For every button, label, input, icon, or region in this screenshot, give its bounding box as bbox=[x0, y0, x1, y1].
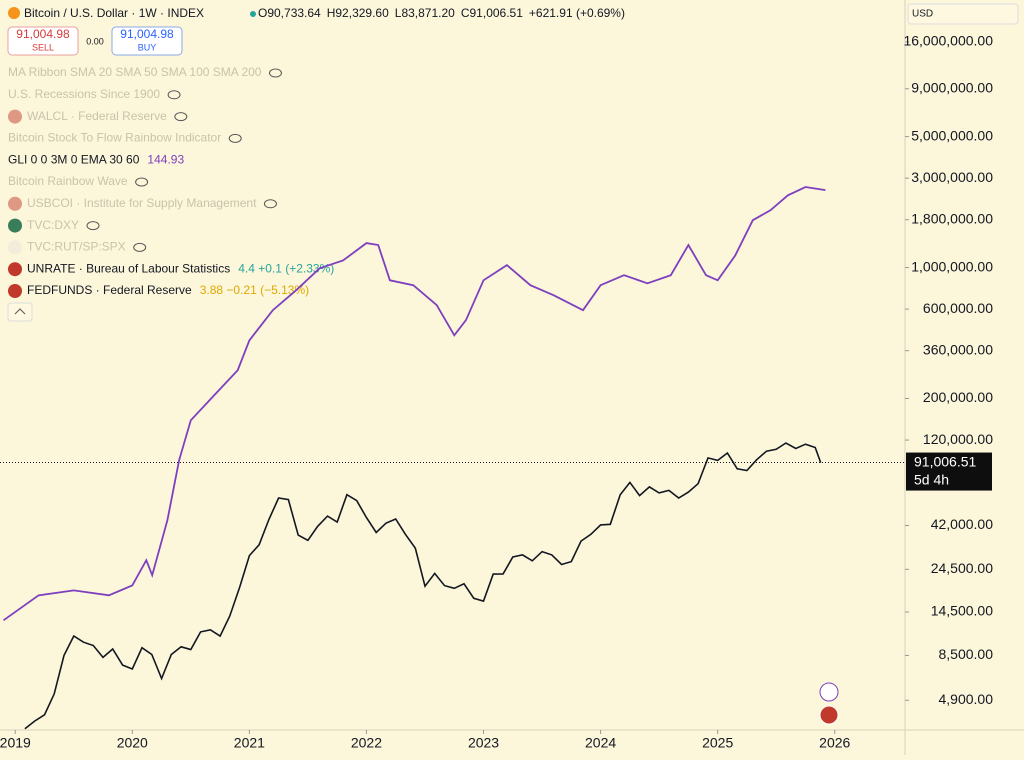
indicator-name[interactable]: GLI 0 0 3M 0 EMA 30 60 bbox=[8, 152, 140, 166]
indicator-icon bbox=[8, 262, 22, 277]
currency-box[interactable] bbox=[907, 3, 1019, 25]
symbol-title: Bitcoin / U.S. Dollar · 1W · INDEX bbox=[24, 6, 204, 20]
y-tick-label: 8,500.00 bbox=[939, 646, 994, 662]
currency: USD bbox=[912, 9, 933, 20]
y-tick-label: 5,000,000.00 bbox=[911, 127, 993, 143]
y-tick-label: 4,900.00 bbox=[939, 691, 994, 707]
indicator-name[interactable]: USBCOI · Institute for Supply Management bbox=[27, 196, 257, 210]
indicator-icon bbox=[8, 218, 22, 233]
y-tick-label: 360,000.00 bbox=[923, 341, 993, 357]
buy-label: BUY bbox=[138, 42, 157, 52]
visibility-icon[interactable] bbox=[174, 112, 188, 122]
y-tick-label: 3,000,000.00 bbox=[911, 169, 993, 185]
collapse-icon bbox=[14, 308, 26, 315]
y-tick-label: 16,000,000.00 bbox=[903, 33, 993, 49]
status-dot bbox=[250, 11, 256, 17]
spread: 0.00 bbox=[86, 36, 104, 46]
indicator-icon bbox=[8, 240, 22, 255]
indicator-name[interactable]: UNRATE · Bureau of Labour Statistics bbox=[27, 261, 230, 275]
x-tick-label: 2019 bbox=[0, 735, 31, 751]
x-tick-label: 2024 bbox=[585, 735, 616, 751]
visibility-icon[interactable] bbox=[133, 242, 147, 252]
last-price-box bbox=[906, 452, 992, 491]
x-tick-label: 2021 bbox=[234, 735, 265, 751]
indicator-icon bbox=[8, 196, 22, 211]
flag-icon[interactable] bbox=[819, 705, 839, 725]
x-tick-label: 2026 bbox=[819, 735, 850, 751]
countdown: 5d 4h bbox=[914, 471, 949, 487]
ohlc-value: O90,733.64 bbox=[258, 6, 321, 20]
y-tick-label: 14,500.00 bbox=[931, 603, 993, 619]
alert-icon[interactable] bbox=[819, 682, 839, 702]
ohlc-value: +621.91 (+0.69%) bbox=[529, 6, 625, 20]
y-tick-label: 120,000.00 bbox=[923, 431, 993, 447]
indicator-value: 3.88 −0.21 (−5.13%) bbox=[200, 283, 309, 297]
visibility-icon[interactable] bbox=[268, 68, 282, 78]
symbol-icon bbox=[8, 7, 20, 19]
indicator-value: 4.4 +0.1 (+2.33%) bbox=[238, 261, 334, 275]
collapse-button[interactable] bbox=[7, 302, 33, 322]
x-tick-label: 2025 bbox=[702, 735, 733, 751]
y-tick-label: 9,000,000.00 bbox=[911, 79, 993, 95]
indicator-name[interactable]: Bitcoin Rainbow Wave bbox=[8, 174, 128, 188]
series-line bbox=[24, 442, 822, 730]
indicator-name[interactable]: FEDFUNDS · Federal Reserve bbox=[27, 283, 192, 297]
indicator-name[interactable]: MA Ribbon SMA 20 SMA 50 SMA 100 SMA 200 bbox=[8, 65, 262, 79]
sell-label: SELL bbox=[32, 42, 54, 52]
visibility-icon[interactable] bbox=[228, 133, 242, 143]
indicator-icon bbox=[8, 284, 22, 298]
x-tick-label: 2023 bbox=[468, 735, 499, 751]
y-tick-label: 1,800,000.00 bbox=[911, 210, 993, 226]
y-tick-label: 200,000.00 bbox=[923, 389, 993, 405]
y-tick-label: 1,000,000.00 bbox=[911, 258, 993, 274]
ohlc-value: L83,871.20 bbox=[395, 6, 455, 20]
x-tick-label: 2022 bbox=[351, 735, 382, 751]
x-tick-label: 2020 bbox=[117, 735, 148, 751]
ohlc-value: C91,006.51 bbox=[461, 6, 523, 20]
buy-button[interactable] bbox=[111, 26, 183, 56]
y-tick-label: 24,500.00 bbox=[931, 560, 993, 576]
visibility-icon[interactable] bbox=[86, 221, 100, 231]
indicator-value: 144.93 bbox=[147, 152, 184, 166]
visibility-icon[interactable] bbox=[263, 199, 277, 209]
indicator-name[interactable]: TVC:RUT/SP:SPX bbox=[27, 240, 126, 254]
sell-price: 91,004.98 bbox=[16, 27, 70, 41]
y-tick-label: 42,000.00 bbox=[931, 516, 993, 532]
visibility-icon[interactable] bbox=[167, 90, 181, 100]
indicator-icon bbox=[8, 109, 22, 124]
indicator-name[interactable]: WALCL · Federal Reserve bbox=[27, 109, 167, 123]
visibility-icon[interactable] bbox=[135, 177, 149, 187]
indicator-name[interactable]: TVC:DXY bbox=[27, 218, 79, 232]
indicator-name[interactable]: Bitcoin Stock To Flow Rainbow Indicator bbox=[8, 131, 221, 145]
y-tick-label: 600,000.00 bbox=[923, 300, 993, 316]
buy-price: 91,004.98 bbox=[120, 27, 174, 41]
indicator-name[interactable]: U.S. Recessions Since 1900 bbox=[8, 87, 160, 101]
last-price-label: 91,006.51 bbox=[914, 453, 976, 469]
series-line bbox=[2, 186, 826, 622]
sell-button[interactable] bbox=[7, 26, 79, 56]
ohlc-value: H92,329.60 bbox=[327, 6, 389, 20]
